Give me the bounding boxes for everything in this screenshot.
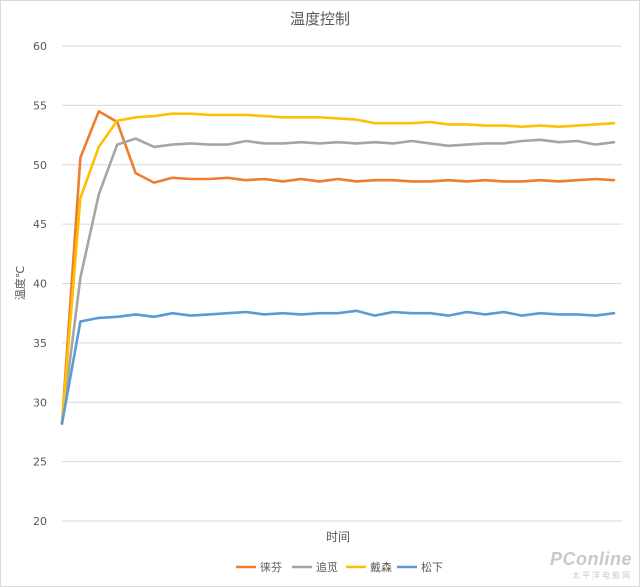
- legend-item: 戴森: [346, 560, 392, 574]
- y-tick-label: 60: [33, 40, 47, 53]
- x-axis-label: 时间: [326, 530, 350, 544]
- y-tick-label: 30: [33, 396, 47, 409]
- y-tick-label: 20: [33, 515, 47, 528]
- y-axis-label: 温度℃: [13, 266, 27, 300]
- y-tick-label: 50: [33, 159, 47, 172]
- legend-item: 松下: [397, 560, 443, 574]
- watermark-logo: PConline 太平洋电脑网: [550, 549, 632, 581]
- series-line: [60, 112, 616, 425]
- y-tick-label: 35: [33, 337, 47, 350]
- legend-item: 徕芬: [236, 560, 282, 574]
- y-tick-label: 45: [33, 218, 47, 231]
- series-line: [60, 110, 616, 425]
- legend-label: 戴森: [370, 560, 392, 574]
- y-tick-label: 40: [33, 278, 47, 291]
- legend-label: 追觅: [316, 560, 338, 574]
- watermark-text: PConline: [549, 549, 632, 569]
- legend-item: 追觅: [292, 560, 338, 574]
- legend-label: 徕芬: [260, 560, 282, 574]
- y-tick-label: 55: [33, 99, 47, 112]
- y-tick-label: 25: [33, 456, 47, 469]
- series-line: [60, 309, 616, 425]
- series-line: [60, 137, 616, 425]
- watermark-subtext: 太平洋电脑网: [572, 571, 632, 580]
- legend-label: 松下: [421, 560, 443, 574]
- chart-title: 温度控制: [289, 10, 350, 28]
